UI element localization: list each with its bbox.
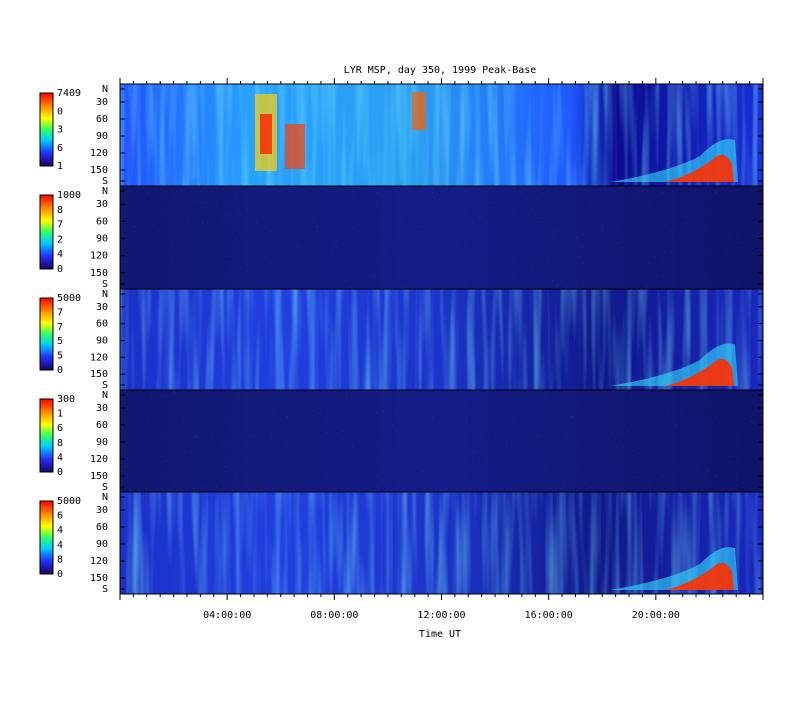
colorbar-label: 4	[57, 525, 63, 536]
colorbar-label: 7	[57, 307, 63, 318]
y-tick-label: 150	[90, 471, 108, 482]
colorbar-label: 1	[57, 409, 63, 420]
y-tick-label: S	[102, 176, 108, 187]
colorbar	[39, 92, 54, 167]
aurora-band	[260, 114, 272, 154]
colorbar-label: 0	[57, 264, 63, 275]
colorbar-label: 4	[57, 540, 63, 551]
x-tick-label: 16:00:00	[525, 610, 573, 621]
y-tick-label: 30	[96, 97, 108, 108]
keogram-texture	[120, 289, 763, 390]
y-tick-label: 90	[96, 335, 108, 346]
colorbar-label: 4	[57, 452, 63, 463]
colorbar-label: 6	[57, 423, 63, 434]
colorbar-label: 7	[57, 220, 63, 231]
y-tick-label: 120	[90, 556, 108, 567]
x-tick-label: 12:00:00	[417, 610, 465, 621]
colorbar-label: 5	[57, 336, 63, 347]
keogram-texture	[120, 186, 763, 289]
x-tick-label: 04:00:00	[203, 610, 251, 621]
y-tick-label: N	[102, 390, 108, 401]
aurora-core	[665, 154, 734, 182]
colorbar-label: 5000	[57, 293, 81, 304]
y-tick-label: 30	[96, 505, 108, 516]
y-tick-label: N	[102, 186, 108, 197]
colorbar-label: 6	[57, 511, 63, 522]
colorbar-label: 6	[57, 143, 63, 154]
y-tick-label: N	[102, 84, 108, 95]
colorbar	[39, 297, 54, 371]
aurora-band	[412, 92, 426, 130]
y-tick-label: N	[102, 492, 108, 503]
colorbar-label: 7409	[57, 88, 81, 99]
colorbar-label: 0	[57, 569, 63, 580]
y-tick-label: 60	[96, 216, 108, 227]
colorbar-label: 8	[57, 205, 63, 216]
colorbar-label: 0	[57, 467, 63, 478]
y-tick-label: 60	[96, 522, 108, 533]
y-tick-label: S	[102, 482, 108, 493]
y-tick-label: N	[102, 289, 108, 300]
keogram-texture	[120, 492, 763, 594]
y-tick-label: 30	[96, 403, 108, 414]
y-tick-label: 120	[90, 251, 108, 262]
x-tick-label: 20:00:00	[632, 610, 680, 621]
aurora-band	[285, 124, 305, 169]
y-tick-label: 120	[90, 148, 108, 159]
colorbar	[39, 194, 54, 270]
y-tick-label: 60	[96, 319, 108, 330]
title: LYR MSP, day 350, 1999 Peak-Base	[344, 65, 537, 76]
y-tick-label: 150	[90, 268, 108, 279]
y-tick-label: 120	[90, 352, 108, 363]
x-tick-label: 08:00:00	[310, 610, 358, 621]
y-tick-label: S	[102, 279, 108, 290]
colorbar	[39, 500, 54, 575]
y-tick-label: 120	[90, 454, 108, 465]
y-tick-label: 90	[96, 234, 108, 245]
colorbar-label: 1	[57, 161, 63, 172]
y-tick-label: 150	[90, 165, 108, 176]
colorbar-label: 3	[57, 125, 63, 136]
y-tick-label: 150	[90, 573, 108, 584]
y-tick-label: 90	[96, 539, 108, 550]
colorbar-label: 300	[57, 394, 75, 405]
keogram-texture	[120, 390, 763, 492]
colorbar-label: 5000	[57, 496, 81, 507]
colorbar-label: 8	[57, 554, 63, 565]
y-tick-label: S	[102, 380, 108, 391]
y-tick-label: S	[102, 584, 108, 595]
colorbar-label: 2	[57, 234, 63, 245]
keogram-texture	[120, 84, 763, 186]
colorbar-label: 1000	[57, 190, 81, 201]
colorbar-label: 4	[57, 249, 63, 260]
y-tick-label: 30	[96, 302, 108, 313]
colorbar-label: 8	[57, 438, 63, 449]
y-tick-label: 60	[96, 420, 108, 431]
colorbar-label: 0	[57, 106, 63, 117]
aurora-core	[665, 358, 734, 386]
x-axis-label: Time UT	[419, 629, 461, 640]
colorbar-label: 0	[57, 365, 63, 376]
y-tick-label: 90	[96, 437, 108, 448]
y-tick-label: 150	[90, 369, 108, 380]
colorbar	[39, 398, 54, 473]
colorbar-label: 5	[57, 351, 63, 362]
y-tick-label: 30	[96, 199, 108, 210]
aurora-core	[665, 562, 734, 590]
y-tick-label: 90	[96, 131, 108, 142]
y-tick-label: 60	[96, 114, 108, 125]
colorbar-label: 7	[57, 322, 63, 333]
